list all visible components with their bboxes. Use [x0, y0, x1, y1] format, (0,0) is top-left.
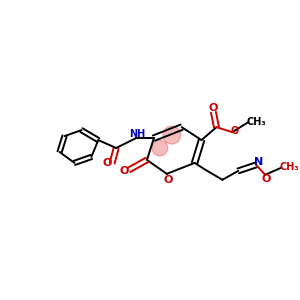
Text: NH: NH: [129, 129, 145, 139]
Text: O: O: [261, 174, 271, 184]
Text: O: O: [230, 126, 238, 136]
Text: CH₃: CH₃: [246, 117, 266, 127]
Text: N: N: [254, 157, 263, 167]
Circle shape: [163, 126, 181, 144]
Text: O: O: [103, 158, 112, 168]
Text: CH₃: CH₃: [279, 162, 299, 172]
Circle shape: [152, 140, 168, 156]
Text: O: O: [163, 175, 172, 185]
Text: O: O: [119, 166, 129, 176]
Text: O: O: [209, 103, 218, 113]
